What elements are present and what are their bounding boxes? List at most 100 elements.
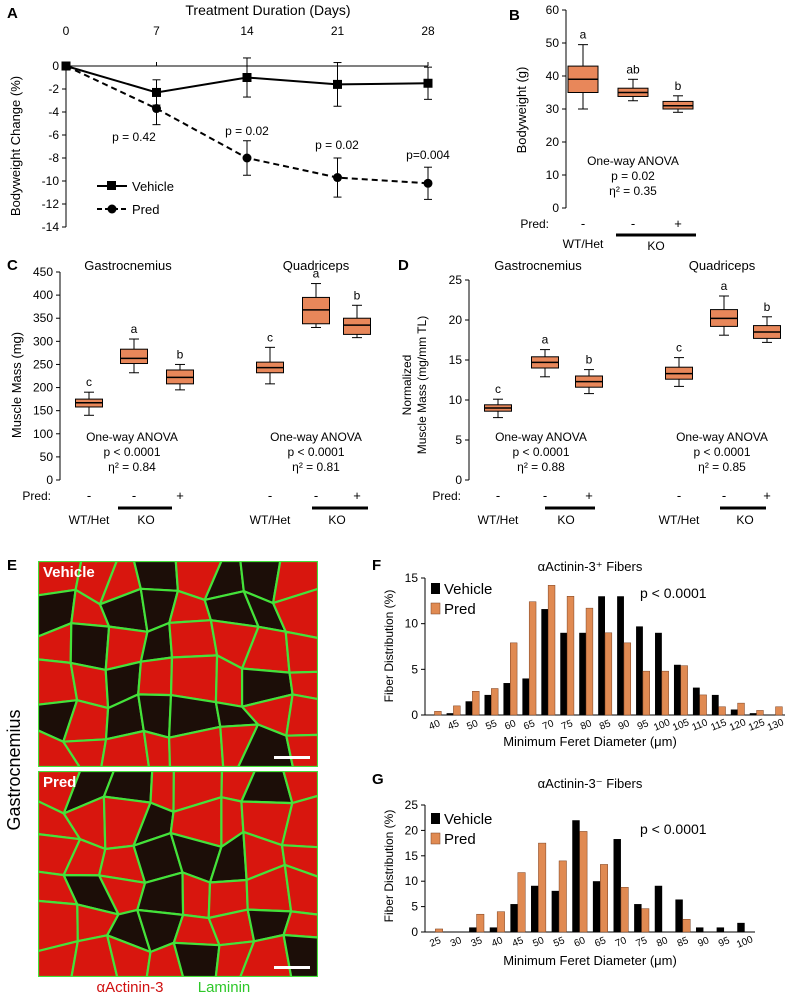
x-tick-label: 120: [728, 717, 748, 734]
panel-d-y-axis-label-1: Normalized: [400, 355, 414, 416]
panel-d-pred-mark-4: -: [677, 488, 681, 503]
bar-pred: [737, 702, 745, 716]
panel-c-groups: Pred: - - + - - + WT/Het KO WT/Het KO: [22, 488, 368, 527]
y-tick-label: 20: [546, 135, 560, 149]
x-tick-label: 50: [465, 718, 480, 733]
y-tick-label: -8: [48, 151, 59, 165]
panel-a-y-axis-label: Bodyweight Change (%): [8, 76, 23, 216]
fiber-positive: [137, 656, 174, 697]
y-tick-label: 60: [546, 3, 560, 17]
y-tick-label: 0: [52, 59, 59, 73]
y-tick-label: 15: [405, 849, 419, 863]
scale-bar: [274, 756, 310, 759]
y-tick-label: -14: [42, 220, 60, 234]
fiber-positive: [282, 771, 318, 805]
y-tick-label: -12: [42, 197, 60, 211]
x-tick-label: 0: [63, 24, 70, 38]
bar-vehicle: [484, 694, 492, 715]
bar-pred: [510, 642, 518, 716]
y-tick-label: 10: [405, 874, 419, 888]
bar-vehicle: [510, 904, 518, 932]
bar-vehicle: [522, 678, 530, 715]
bar-pred: [661, 670, 669, 716]
y-tick-label: 0: [552, 201, 559, 215]
panel-a-pvalue-day21: p = 0.02: [315, 138, 359, 152]
panel-a-top-axis-label: Treatment Duration (Days): [185, 2, 350, 18]
panel-letter-c: C: [7, 257, 18, 274]
bar-vehicle: [469, 927, 477, 932]
panel-g-title: αActinin-3⁻ Fibers: [538, 776, 643, 791]
bar-pred: [472, 691, 480, 716]
y-tick-label: 50: [40, 450, 54, 464]
significance-letter: b: [675, 79, 682, 93]
panel-g-histogram: 0 5 10 15 20 25 25 30 35 40 45 50 55 60 65 70 75 80 85 90 95…: [405, 798, 755, 951]
significance-letter: a: [580, 28, 587, 42]
panel-c-quad-stat-test: One-way ANOVA: [270, 430, 362, 444]
panel-c-pred-label: Pred:: [22, 489, 51, 503]
panel-c-gastro-stat-p: p < 0.0001: [103, 445, 160, 459]
panel-c-y-axis-label: Muscle Mass (mg): [9, 332, 24, 438]
y-tick-label: 5: [411, 662, 418, 676]
significance-letter: c: [495, 382, 501, 396]
fiber-positive: [142, 729, 172, 767]
bar-vehicle: [654, 885, 663, 932]
micrograph-vehicle-label: Vehicle: [43, 564, 95, 581]
x-tick-label: 55: [484, 718, 499, 733]
fiber-negative: [69, 622, 111, 672]
panel-c-pred-mark-5: -: [314, 488, 318, 503]
panel-c-gastro-stat-test: One-way ANOVA: [86, 430, 178, 444]
panel-b-pred-mark-2: -: [631, 216, 635, 231]
bar-vehicle: [613, 839, 621, 932]
data-point-circle: [242, 153, 252, 163]
fiber-positive: [106, 934, 152, 977]
x-tick-label: 55: [552, 935, 567, 950]
y-tick-label: -10: [42, 174, 60, 188]
bar-pred: [453, 705, 461, 716]
data-point-square: [242, 73, 252, 82]
x-tick-label: 21: [331, 24, 345, 38]
panel-b-y-axis-label: Bodyweight (g): [514, 67, 529, 154]
micrograph-vehicle-cells: [38, 561, 318, 767]
box: [120, 348, 148, 365]
x-tick-label: 40: [490, 935, 505, 950]
significance-letter: c: [676, 341, 682, 355]
y-tick-label: 350: [33, 311, 53, 325]
x-tick-label: 65: [522, 718, 537, 733]
fiber-positive: [272, 587, 318, 640]
panel-d-pred-mark-1: -: [496, 488, 500, 503]
x-tick-label: 85: [598, 718, 613, 733]
box: [343, 317, 371, 335]
y-tick-label: 10: [405, 617, 419, 631]
bar-pred: [566, 596, 575, 716]
x-tick-label: 75: [560, 718, 575, 733]
bar-pred: [434, 711, 442, 716]
data-point-square: [333, 79, 342, 89]
x-tick-label: 70: [541, 718, 556, 733]
fiber-positive: [38, 729, 81, 767]
bar-pred: [558, 860, 567, 933]
panel-g-legend-vehicle: Vehicle: [444, 811, 492, 828]
panel-b-genotype-ko: KO: [647, 239, 664, 253]
panel-letter-a: A: [7, 5, 18, 22]
y-tick-label: 5: [455, 433, 462, 447]
y-tick-label: 40: [546, 69, 560, 83]
fiber-positive: [168, 725, 225, 767]
x-tick-label: 105: [671, 717, 691, 734]
panel-c-genotype-wt-2: WT/Het: [250, 513, 291, 527]
panel-f-title: αActinin-3⁺ Fibers: [538, 559, 643, 574]
fiber-positive: [282, 910, 318, 939]
bar-vehicle: [692, 687, 700, 715]
panel-f-legend-vehicle-swatch: [431, 583, 440, 594]
micrograph-pred-cells: [38, 771, 318, 977]
x-tick-label: 45: [446, 718, 461, 733]
x-tick-label: 85: [676, 935, 691, 950]
panel-c-title-quadriceps: Quadriceps: [283, 258, 350, 273]
panel-d-genotype-ko-2: KO: [736, 513, 753, 527]
panel-g-pvalue: p < 0.0001: [640, 821, 707, 837]
legend-square-marker: [107, 181, 116, 190]
x-tick-label: 7: [153, 24, 160, 38]
bar-vehicle: [737, 922, 745, 932]
y-tick-label: 0: [411, 925, 418, 939]
bar-pred: [528, 601, 537, 716]
